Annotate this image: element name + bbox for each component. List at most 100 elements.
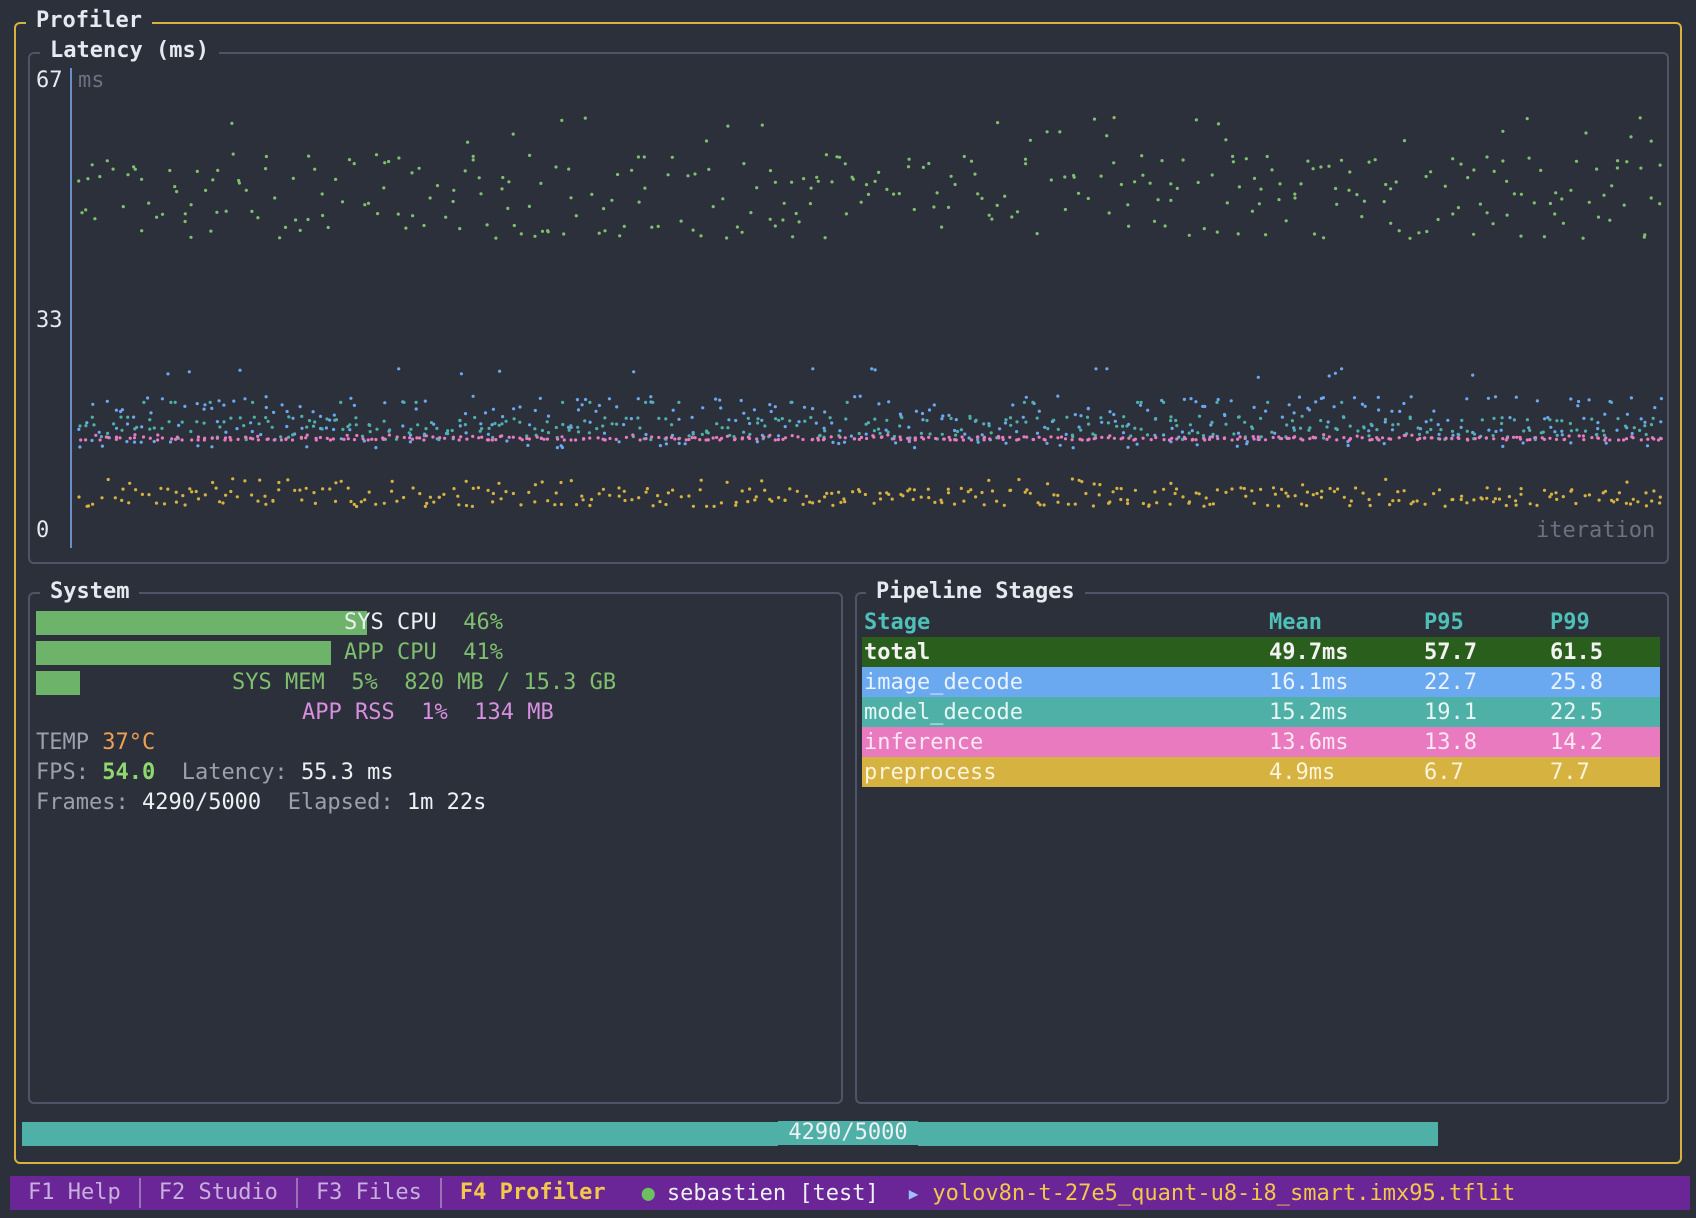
point-total (264, 154, 268, 159)
point-model_decode (99, 435, 103, 439)
point-image_decode (566, 425, 571, 429)
point-preprocess (622, 489, 626, 493)
point-preprocess (442, 492, 446, 496)
point-total (1459, 162, 1463, 166)
point-preprocess (554, 491, 558, 495)
point-model_decode (1211, 432, 1215, 436)
point-preprocess (1211, 502, 1215, 506)
point-image_decode (755, 440, 760, 444)
point-preprocess (1332, 489, 1336, 494)
point-image_decode (1273, 431, 1277, 435)
point-image_decode (858, 394, 862, 398)
col-header-p95: P95 (1424, 609, 1464, 635)
point-total (1010, 215, 1014, 219)
point-inference (1501, 437, 1505, 441)
point-preprocess (418, 492, 422, 496)
point-model_decode (809, 415, 813, 420)
cell-mean: 16.1ms (1269, 669, 1349, 695)
point-preprocess (990, 489, 995, 493)
point-total (244, 188, 248, 192)
point-image_decode (210, 406, 214, 410)
point-model_decode (982, 422, 986, 426)
point-inference (715, 435, 719, 440)
point-preprocess (1437, 488, 1442, 492)
point-model_decode (803, 419, 807, 423)
point-image_decode (849, 434, 854, 438)
point-total (1384, 182, 1388, 187)
point-inference (776, 438, 781, 442)
point-model_decode (1555, 433, 1559, 437)
point-preprocess (719, 501, 724, 505)
point-inference (304, 436, 308, 440)
point-preprocess (843, 500, 847, 504)
point-model_decode (828, 416, 832, 420)
point-preprocess (127, 501, 131, 505)
point-image_decode (1292, 426, 1296, 430)
point-inference (829, 435, 833, 439)
point-inference (947, 435, 951, 439)
point-image_decode (1252, 405, 1256, 409)
point-preprocess (277, 480, 281, 485)
table-row: preprocess 4.9ms 6.7 7.7 (862, 757, 1660, 787)
user-label: sebastien [test] (666, 1180, 879, 1206)
point-total (1451, 212, 1455, 216)
point-image_decode (1180, 430, 1184, 434)
point-model_decode (885, 418, 889, 422)
point-image_decode (264, 405, 268, 410)
point-total (256, 216, 260, 220)
point-total (175, 190, 179, 194)
point-total (637, 200, 641, 204)
point-model_decode (567, 428, 571, 432)
point-total (940, 225, 944, 229)
point-inference (1450, 436, 1454, 440)
point-total (1202, 227, 1206, 231)
tab-files[interactable]: F3 Files (315, 1180, 422, 1205)
point-preprocess (1073, 502, 1077, 506)
point-inference (687, 437, 691, 442)
point-image_decode (588, 420, 592, 424)
point-total (307, 154, 311, 158)
point-preprocess (1628, 502, 1633, 506)
point-model_decode (512, 417, 516, 421)
point-inference (1355, 434, 1359, 438)
point-preprocess (390, 489, 394, 493)
point-total (897, 192, 901, 196)
point-inference (284, 437, 288, 441)
point-preprocess (1293, 494, 1297, 498)
point-preprocess (527, 490, 531, 494)
point-image_decode (1162, 433, 1166, 437)
point-total (1389, 221, 1393, 225)
tab-profiler[interactable]: F4 Profiler (459, 1180, 606, 1205)
point-image_decode (1659, 420, 1663, 424)
point-image_decode (1377, 408, 1381, 412)
point-image_decode (1113, 419, 1117, 423)
point-inference (562, 438, 566, 442)
point-preprocess (235, 495, 239, 499)
point-image_decode (203, 403, 207, 407)
point-image_decode (1194, 400, 1198, 404)
point-inference (960, 435, 964, 439)
point-total (602, 207, 606, 211)
point-total (147, 201, 151, 205)
point-inference (1112, 436, 1116, 440)
point-total (1112, 116, 1116, 120)
point-model_decode (1224, 422, 1228, 426)
sys-cpu-label: SYS CPU 46% (344, 610, 503, 635)
point-model_decode (601, 424, 605, 428)
point-image_decode (1398, 409, 1402, 413)
point-model_decode (414, 400, 418, 404)
point-preprocess (113, 496, 117, 500)
point-image_decode (210, 445, 214, 449)
point-total (1629, 135, 1633, 139)
model-name[interactable]: yolov8n-t-27e5_quant-u8-i8_smart.imx95.t… (932, 1180, 1516, 1206)
point-model_decode (1643, 424, 1647, 428)
point-model_decode (742, 430, 746, 434)
point-inference (1141, 436, 1145, 440)
tab-help[interactable]: F1 Help (28, 1180, 121, 1205)
point-model_decode (1322, 436, 1326, 440)
app-cpu-label: APP CPU 41% (344, 640, 503, 665)
point-model_decode (229, 416, 233, 420)
tab-studio[interactable]: F2 Studio (158, 1180, 278, 1205)
point-image_decode (714, 397, 718, 401)
point-image_decode (518, 405, 522, 409)
